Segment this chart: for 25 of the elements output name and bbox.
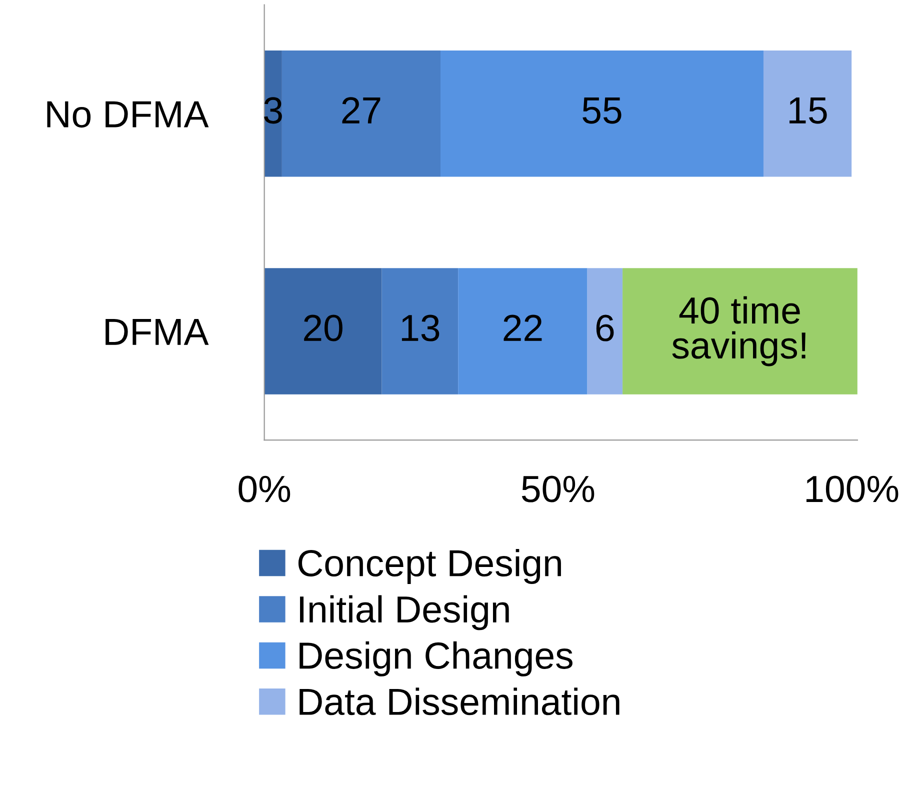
x-tick-label: 50% (522, 476, 594, 502)
bar (282, 50, 440, 177)
data-label: 20 (304, 314, 342, 342)
legend-label: Design Changes (300, 641, 572, 676)
x-tick-label: 100% (806, 476, 898, 502)
y-tick-label: DFMA (106, 319, 209, 345)
bar (763, 50, 852, 177)
bar (382, 268, 458, 394)
data-label: 13 (402, 314, 440, 342)
data-label: 22 (504, 314, 542, 341)
bar (458, 268, 588, 394)
legend-label: Data Dissemination (300, 688, 620, 716)
bar (264, 268, 382, 394)
y-tick-label: No DFMA (47, 101, 209, 128)
bar (587, 268, 623, 394)
bar (622, 268, 858, 394)
x-tick-label: 0% (238, 476, 290, 502)
data-label: 55 (582, 98, 622, 124)
legend-label: Concept Design (298, 548, 561, 584)
legend-label: Initial Design (300, 595, 509, 630)
data-label: 27 (342, 97, 380, 124)
data-label: 40 time savings! (672, 296, 806, 366)
data-label: 15 (790, 98, 827, 124)
data-label: 6 (596, 314, 614, 342)
bar (440, 50, 764, 177)
